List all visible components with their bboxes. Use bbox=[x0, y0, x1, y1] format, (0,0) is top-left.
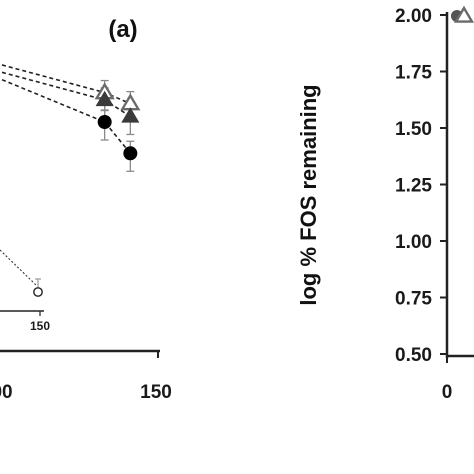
panel-b-y-tick-label: 1.25 bbox=[395, 176, 432, 197]
inset-series-line bbox=[0, 249, 37, 286]
panel-a-x-tick-label-1: 150 bbox=[140, 382, 172, 403]
panel-a-point-filled-triangle bbox=[121, 107, 140, 123]
panel-b-y-tick-label: 1.50 bbox=[395, 119, 432, 140]
panel-label-a: (a) bbox=[108, 16, 137, 43]
inset-x-tick-label-150: 150 bbox=[30, 319, 50, 333]
panel-a-point-filled-circle bbox=[97, 115, 112, 129]
panel-b-markers bbox=[451, 5, 474, 23]
panel-a-markers bbox=[94, 82, 141, 161]
panel-b-y-tick-label: 2.00 bbox=[395, 6, 432, 27]
panel-a-series-lines bbox=[1, 64, 135, 172]
panel-b-y-tick-label: 0.50 bbox=[395, 345, 432, 366]
panel-b-x-tick-label-0: 0 bbox=[442, 382, 453, 403]
panel-a-point-filled-circle bbox=[123, 146, 138, 161]
panel-b-y-ticks: 0.50 0.75 1.00 1.25 1.50 1.75 2.00 bbox=[395, 6, 447, 366]
panel-a-series-2-line bbox=[1, 78, 131, 154]
panel-a-inset: 150 bbox=[0, 249, 50, 333]
panel-b: log % FOS remaining 0.50 0.75 1.00 1.25 1.50… bbox=[296, 5, 474, 403]
panel-a: (a) 00 150 150 bbox=[0, 16, 172, 403]
panel-a-point-filled-triangle bbox=[95, 90, 114, 107]
panel-a-x-tick-label-0: 00 bbox=[0, 382, 13, 403]
panel-b-y-axis-title: log % FOS remaining bbox=[296, 84, 321, 305]
inset-open-circle-point bbox=[33, 287, 43, 297]
panel-b-point-open-triangle bbox=[453, 5, 474, 23]
panel-b-y-tick-label: 0.75 bbox=[395, 289, 432, 310]
panel-b-y-tick-label: 1.00 bbox=[395, 232, 432, 253]
panel-b-y-tick-label: 1.75 bbox=[395, 63, 432, 84]
panel-a-point-open-triangle bbox=[120, 93, 141, 111]
